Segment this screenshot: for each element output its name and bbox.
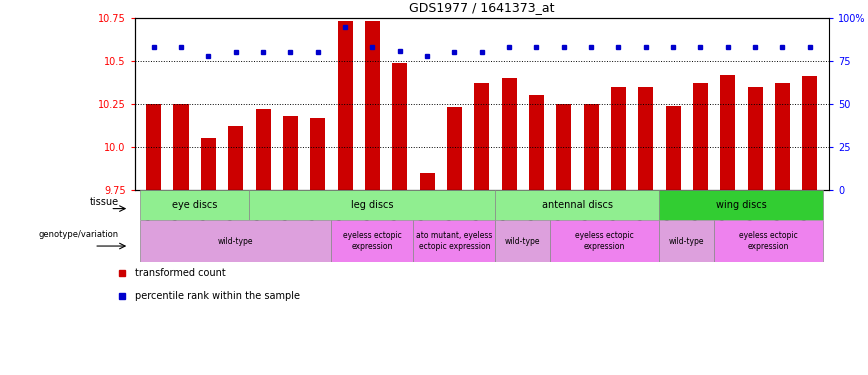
Bar <box>249 190 496 220</box>
Bar <box>474 83 490 190</box>
Bar <box>332 220 413 262</box>
Bar <box>550 220 660 262</box>
Bar <box>529 95 544 190</box>
Text: eyeless ectopic
expression: eyeless ectopic expression <box>740 231 799 251</box>
Text: leg discs: leg discs <box>352 200 393 210</box>
Text: wild-type: wild-type <box>218 237 253 246</box>
Bar <box>310 118 326 190</box>
Bar <box>693 83 708 190</box>
Text: eyeless ectopic
expression: eyeless ectopic expression <box>575 231 635 251</box>
Text: percentile rank within the sample: percentile rank within the sample <box>135 291 299 301</box>
Bar <box>666 106 681 190</box>
Bar <box>413 220 496 262</box>
Bar <box>720 75 735 190</box>
Text: eye discs: eye discs <box>172 200 217 210</box>
Bar <box>140 220 332 262</box>
Bar <box>583 104 599 190</box>
Bar <box>140 190 249 220</box>
Bar <box>747 87 763 190</box>
Bar <box>338 21 352 190</box>
Bar <box>447 108 462 190</box>
Text: wild-type: wild-type <box>669 237 705 246</box>
Text: transformed count: transformed count <box>135 268 226 278</box>
Bar <box>201 138 216 190</box>
Bar <box>174 104 188 190</box>
Bar <box>365 21 380 190</box>
Text: GDS1977 / 1641373_at: GDS1977 / 1641373_at <box>409 1 555 14</box>
Text: wing discs: wing discs <box>716 200 766 210</box>
Bar <box>283 116 298 190</box>
Text: genotype/variation: genotype/variation <box>38 230 118 239</box>
Bar <box>419 173 435 190</box>
Bar <box>660 190 824 220</box>
Text: eyeless ectopic
expression: eyeless ectopic expression <box>343 231 402 251</box>
Bar <box>496 220 550 262</box>
Bar <box>638 87 654 190</box>
Bar <box>502 78 516 190</box>
Bar <box>255 109 271 190</box>
Bar <box>802 76 818 190</box>
Bar <box>228 126 243 190</box>
Bar <box>556 104 571 190</box>
Text: tissue: tissue <box>89 197 118 207</box>
Bar <box>660 220 714 262</box>
Bar <box>392 63 407 190</box>
Bar <box>714 220 824 262</box>
Bar <box>775 83 790 190</box>
Text: antennal discs: antennal discs <box>542 200 613 210</box>
Bar <box>611 87 626 190</box>
Bar <box>496 190 660 220</box>
Text: wild-type: wild-type <box>505 237 541 246</box>
Text: ato mutant, eyeless
ectopic expression: ato mutant, eyeless ectopic expression <box>417 231 492 251</box>
Bar <box>146 104 161 190</box>
